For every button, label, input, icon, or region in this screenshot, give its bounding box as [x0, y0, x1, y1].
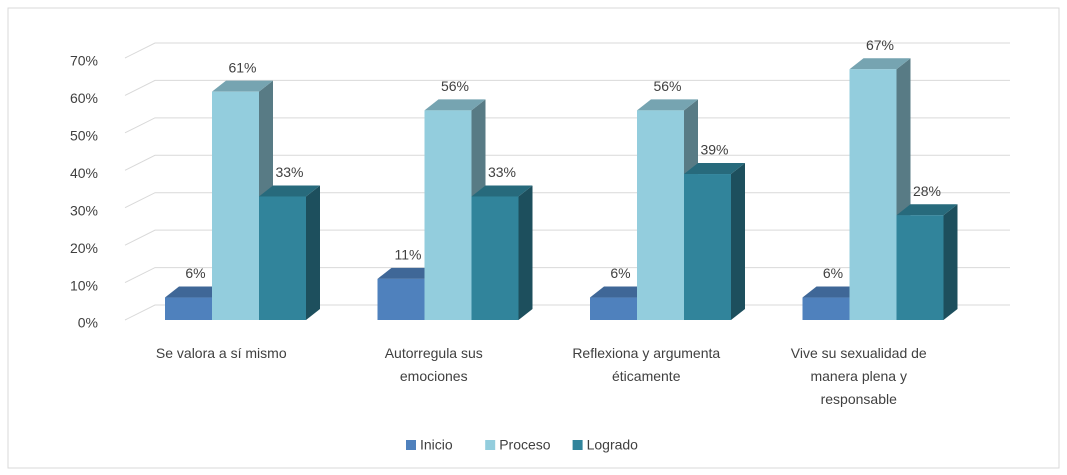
data-label: 28%	[913, 183, 941, 199]
x-tick-line: Autorregula sus	[385, 345, 483, 361]
grid-line	[124, 117, 1010, 134]
bar	[684, 174, 731, 320]
x-tick-label: Vive su sexualidad de manera plena y respo…	[791, 345, 927, 407]
data-label: 56%	[653, 78, 681, 94]
bar-top	[212, 80, 273, 92]
bar-top	[259, 185, 320, 197]
legend-swatch	[485, 440, 496, 450]
x-tick-line: Vive su sexualidad de	[791, 345, 927, 361]
x-tick-line: emociones	[400, 368, 468, 384]
data-label: 6%	[823, 265, 843, 281]
bar	[896, 215, 944, 320]
grid-line	[124, 42, 1010, 59]
bar	[590, 297, 637, 320]
bar-top	[896, 204, 958, 216]
x-tick-line: Se valora a sí mismo	[156, 345, 287, 361]
y-tick-label: 30%	[70, 202, 98, 218]
y-tick-label: 10%	[70, 277, 98, 293]
bar-top	[377, 267, 439, 279]
bar	[802, 297, 850, 320]
x-tick-line: manera plena y	[810, 368, 907, 384]
bar	[424, 110, 472, 321]
y-tick-label: 70%	[70, 53, 98, 69]
bar-top	[424, 99, 486, 111]
data-label: 39%	[700, 142, 728, 158]
bar	[259, 196, 306, 320]
bar-side	[518, 185, 533, 320]
data-label: 67%	[866, 37, 894, 53]
bar-top	[590, 286, 651, 298]
data-label: 6%	[610, 265, 630, 281]
data-label: 11%	[395, 247, 422, 263]
bar-side	[731, 163, 745, 320]
bar-top	[637, 99, 698, 111]
x-tick-line: responsable	[821, 391, 897, 407]
bar	[471, 196, 519, 320]
data-label: 6%	[185, 265, 205, 281]
bar	[849, 69, 897, 320]
x-tick-line: éticamente	[612, 368, 681, 384]
y-tick-label: 60%	[70, 90, 98, 106]
x-tick-label: Reflexiona y argumenta éticamente	[572, 345, 720, 384]
y-tick-label: 0%	[78, 315, 98, 331]
legend-swatch	[406, 440, 416, 450]
bar-top	[471, 185, 533, 197]
x-tick-label: Autorregula sus emociones	[385, 345, 483, 384]
bar-top	[165, 286, 226, 298]
bar-side	[306, 185, 320, 320]
bar-side	[943, 204, 958, 320]
bar	[637, 110, 684, 321]
data-label: 56%	[441, 78, 469, 94]
y-tick-label: 40%	[70, 165, 98, 181]
legend-swatch	[572, 440, 583, 450]
data-label: 61%	[228, 59, 256, 75]
bar	[377, 278, 425, 320]
legend-label: Inicio	[420, 437, 453, 453]
x-tick-label: Se valora a sí mismo	[156, 345, 287, 361]
bar-top	[684, 163, 745, 175]
legend-label: Logrado	[587, 437, 639, 453]
legend-label: Proceso	[499, 437, 551, 453]
data-label: 33%	[275, 164, 303, 180]
bar	[212, 91, 259, 320]
grid-line	[124, 154, 1010, 171]
bar-top	[802, 286, 864, 298]
x-tick-line: Reflexiona y argumenta	[572, 345, 720, 361]
y-tick-label: 50%	[70, 128, 98, 144]
bar	[165, 297, 212, 320]
bar-top	[849, 58, 911, 70]
y-tick-label: 20%	[70, 240, 98, 256]
grid-line	[124, 79, 1010, 96]
data-label: 33%	[488, 164, 516, 180]
